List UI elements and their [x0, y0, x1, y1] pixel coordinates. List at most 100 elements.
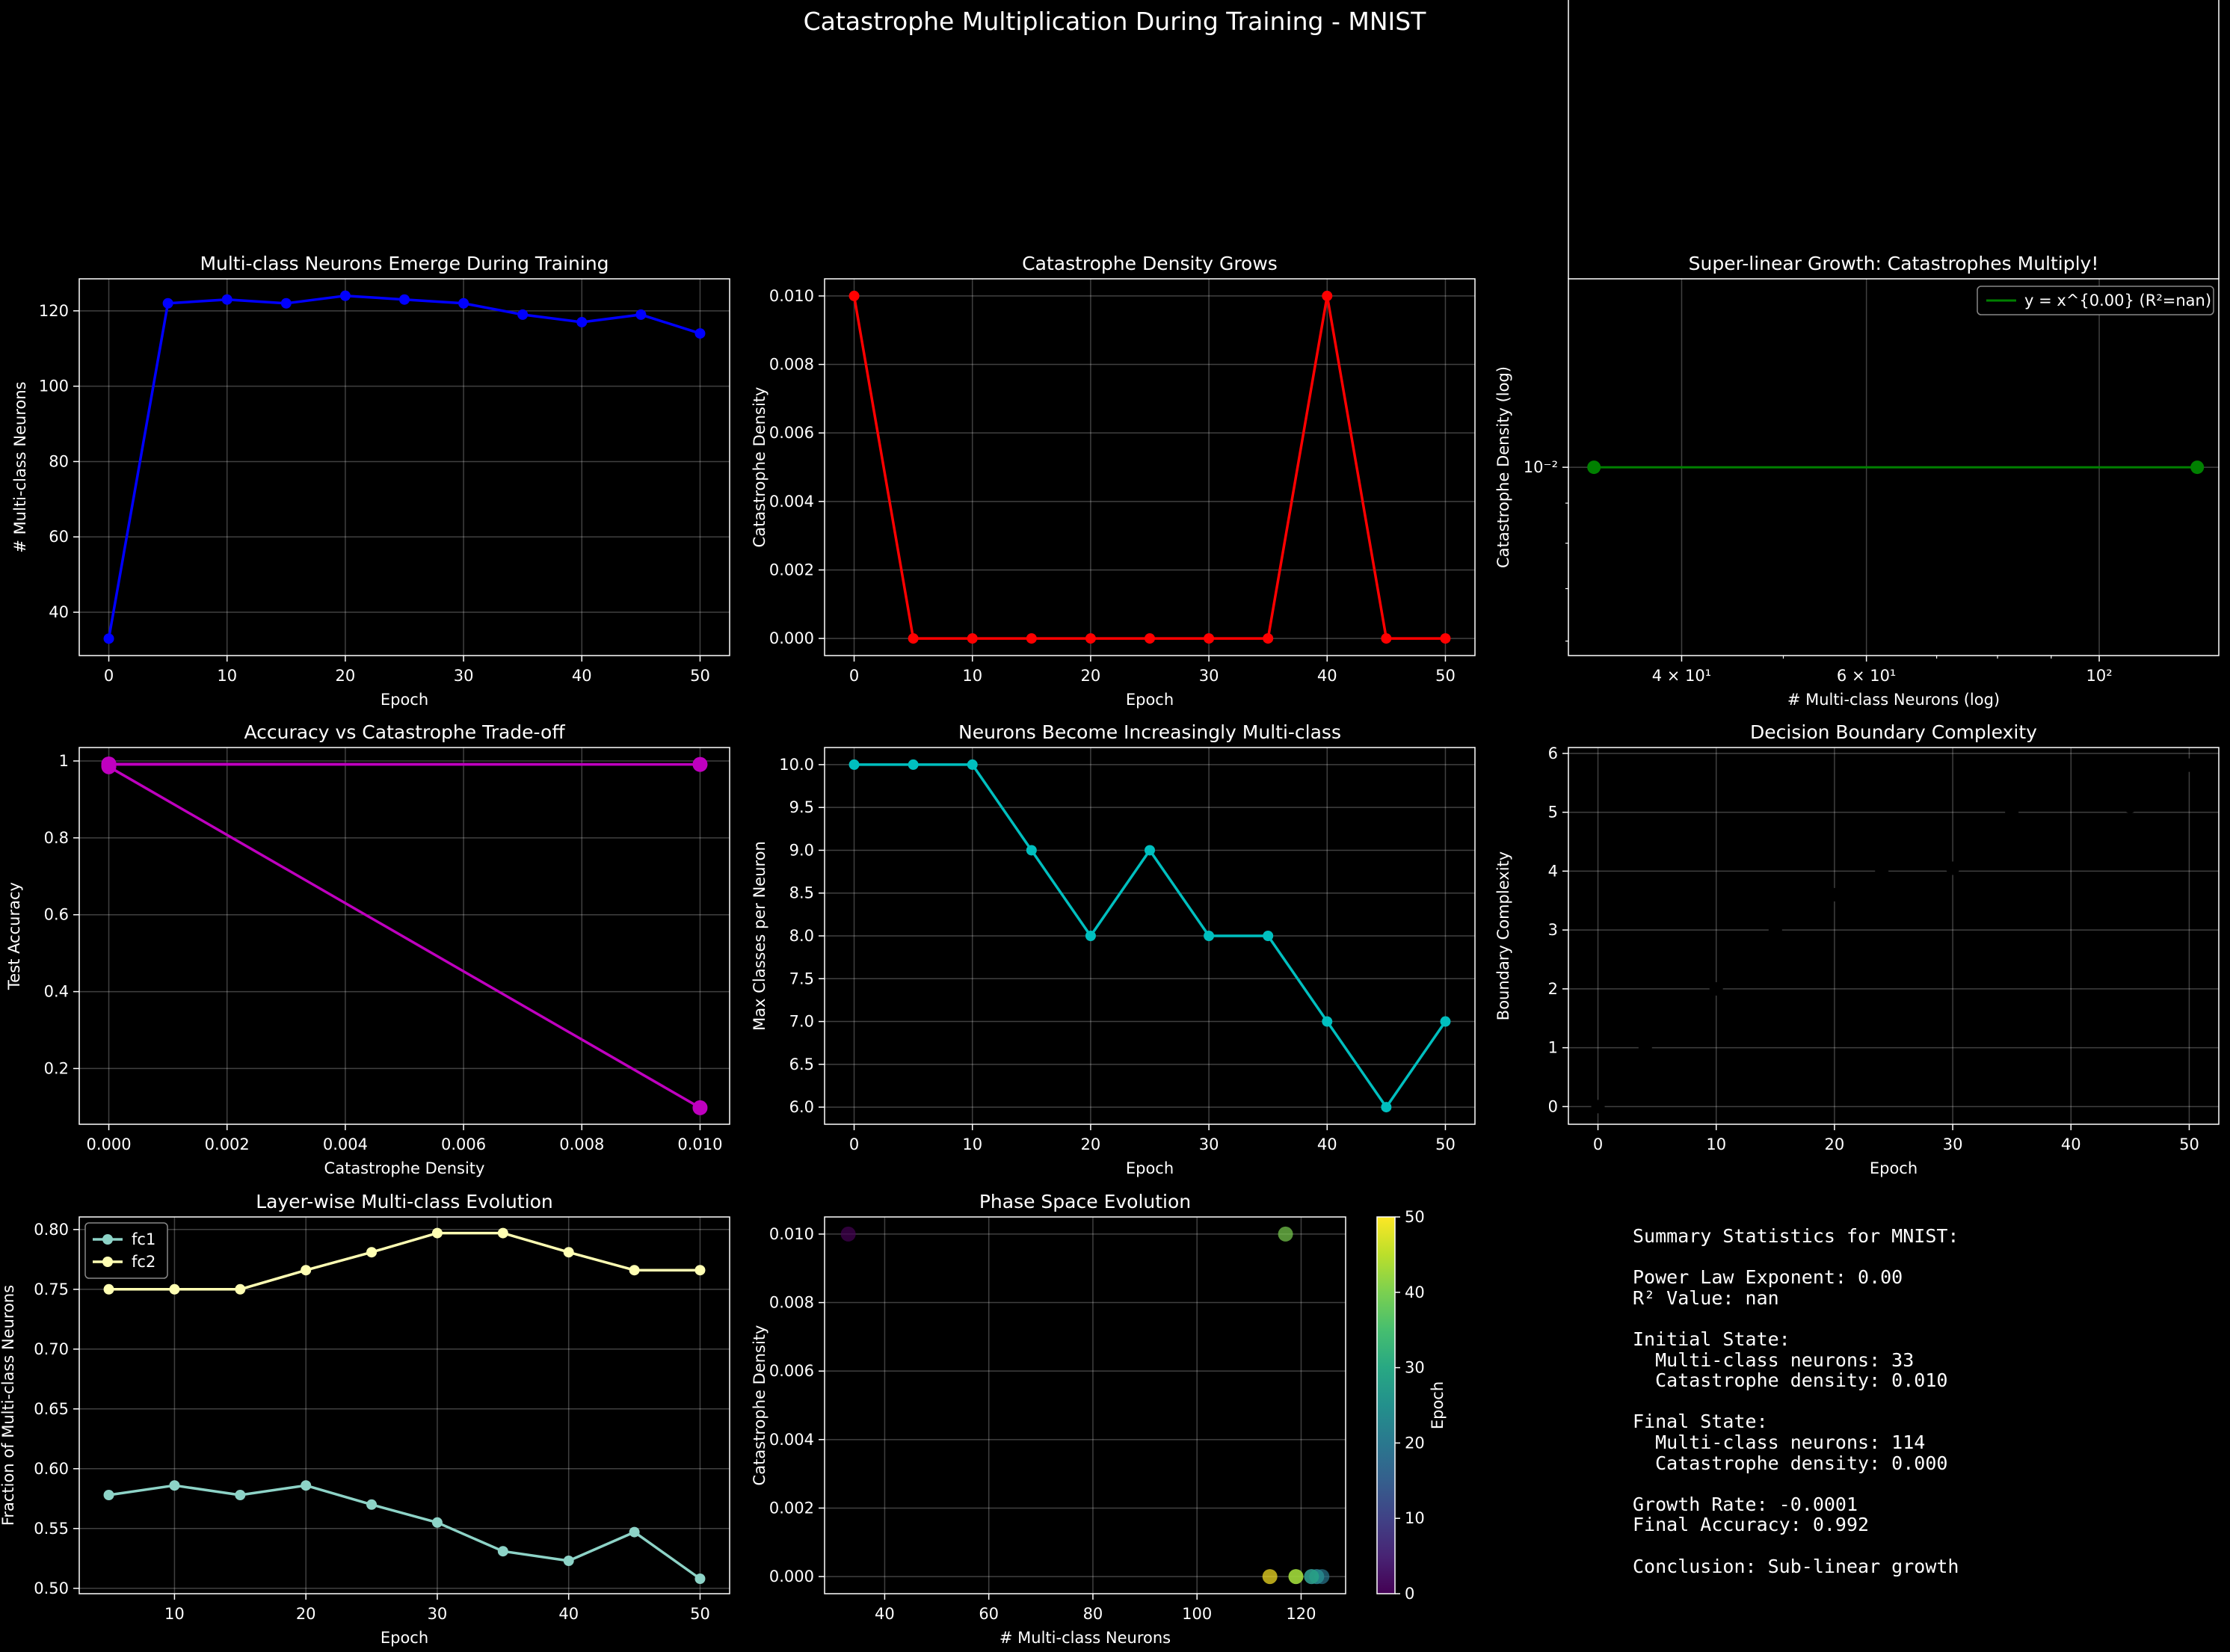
data-point	[1322, 1016, 1333, 1027]
x-tick-label: 0	[849, 1135, 859, 1153]
y-tick-label: 2	[1548, 980, 1558, 998]
y-tick-label: 6	[1548, 745, 1558, 762]
data-point	[103, 1283, 114, 1295]
x-tick-label: 40	[2061, 1135, 2081, 1153]
figure-title: Catastrophe Multiplication During Traini…	[804, 7, 1427, 36]
data-point	[1768, 923, 1782, 937]
y-tick-label: 0.4	[44, 983, 69, 1001]
x-axis-label: Catastrophe Density	[324, 1159, 485, 1177]
panel-multiclass-neurons: Multi-class Neurons Emerge During Traini…	[11, 253, 730, 709]
data-point	[692, 756, 708, 772]
data-point	[301, 1480, 312, 1491]
data-point	[497, 1227, 508, 1239]
panel-title: Super-linear Growth: Catastrophes Multip…	[1689, 253, 2099, 274]
colorbar-tick-label: 40	[1405, 1283, 1425, 1301]
data-point	[431, 1227, 443, 1239]
x-tick-label: 10	[962, 667, 982, 685]
data-point	[563, 1247, 574, 1258]
x-tick-label: 30	[1199, 667, 1219, 685]
x-tick-label: 20	[1081, 667, 1101, 685]
data-point	[694, 1574, 706, 1584]
x-tick-label: 60	[979, 1605, 999, 1623]
y-axis-label: Catastrophe Density (log)	[1494, 366, 1512, 568]
data-point	[169, 1283, 180, 1295]
data-point	[431, 1517, 443, 1528]
x-tick-label: 20	[336, 667, 356, 685]
axes-frame	[78, 1216, 730, 1594]
data-point	[103, 633, 114, 644]
y-tick-label: 0.010	[769, 1225, 814, 1243]
data-point	[635, 309, 647, 320]
y-tick-label: 0.50	[34, 1579, 69, 1597]
data-point	[301, 1265, 312, 1276]
x-axis-label: Epoch	[381, 691, 428, 709]
x-tick-label: 6 × 10¹	[1837, 667, 1896, 685]
y-tick-label: 0.002	[769, 561, 814, 579]
y-tick-label: 3	[1548, 921, 1558, 939]
data-point	[1709, 981, 1723, 996]
y-tick-label: 0.004	[769, 493, 814, 511]
x-tick-label: 0.000	[86, 1135, 131, 1153]
data-point	[629, 1265, 640, 1276]
x-tick-label: 30	[454, 667, 474, 685]
data-point	[1322, 290, 1333, 301]
x-axis-label: Epoch	[1126, 691, 1174, 709]
data-point	[1204, 931, 1215, 941]
x-tick-label: 100	[1182, 1605, 1212, 1623]
data-point	[1827, 887, 1841, 901]
legend-label: fc2	[132, 1253, 155, 1271]
y-tick-label: 0.004	[769, 1431, 814, 1449]
y-axis-label: Boundary Complexity	[1494, 851, 1512, 1020]
data-point	[1381, 1102, 1392, 1113]
data-point	[1145, 633, 1155, 644]
legend-label: fc1	[132, 1230, 155, 1248]
data-point	[1085, 931, 1096, 941]
y-tick-label: 1	[1548, 1039, 1558, 1057]
data-point	[629, 1526, 640, 1538]
data-point	[1381, 633, 1392, 644]
panel-accuracy-tradeoff: Accuracy vs Catastrophe Trade-off 0.000 0.…	[5, 721, 730, 1177]
axes-frame	[1568, 278, 2220, 656]
data-point	[1263, 931, 1274, 941]
x-tick-label: 10	[962, 1135, 982, 1153]
axes-frame	[824, 278, 1476, 656]
data-point	[694, 1265, 706, 1276]
series-line	[108, 1484, 701, 1580]
panel-title: Decision Boundary Complexity	[1750, 721, 2037, 743]
y-axis-label: Test Accuracy	[5, 882, 23, 990]
x-tick-label: 30	[1943, 1135, 1963, 1153]
series-line	[108, 1231, 700, 1291]
data-point	[694, 328, 706, 339]
data-point	[162, 298, 173, 309]
data-point	[1026, 633, 1037, 644]
x-axis-label: Epoch	[1126, 1159, 1174, 1177]
y-tick-label: 0.70	[34, 1340, 69, 1358]
x-tick-label: 4 × 10¹	[1652, 667, 1711, 685]
x-tick-label: 0.008	[559, 1135, 604, 1153]
panel-layerwise-evolution: Layer-wise Multi-class Evolution 10 20 30 40…	[0, 1191, 730, 1647]
panel-superlinear-growth: Super-linear Growth: Catastrophes Multip…	[1494, 0, 2220, 709]
y-tick-label: 0.80	[34, 1221, 69, 1239]
data-point	[235, 1490, 246, 1500]
y-tick-label: 8.0	[789, 927, 814, 945]
panel-title: Phase Space Evolution	[979, 1191, 1191, 1212]
y-tick-label: 6.5	[789, 1055, 814, 1073]
x-tick-label: 10	[1706, 1135, 1726, 1153]
x-tick-label: 10	[217, 667, 237, 685]
colorbar-label: Epoch	[1429, 1381, 1447, 1429]
y-tick-label: 1	[59, 752, 69, 770]
panel-boundary-complexity: Decision Boundary Complexity 0 10 20 30 40 50 0…	[1494, 721, 2220, 1177]
x-tick-label: 50	[2179, 1135, 2199, 1153]
x-tick-label: 120	[1286, 1605, 1316, 1623]
colorbar-tick-label: 30	[1405, 1359, 1425, 1377]
legend-marker	[102, 1234, 113, 1245]
colorbar-tick-label: 20	[1405, 1434, 1425, 1452]
y-tick-label: 9.5	[789, 798, 814, 816]
x-tick-label: 0	[104, 667, 114, 685]
panel-title: Catastrophe Density Grows	[1022, 253, 1278, 274]
x-tick-label: 20	[1081, 1135, 1101, 1153]
data-point	[563, 1556, 574, 1566]
x-tick-label: 10	[164, 1605, 185, 1623]
